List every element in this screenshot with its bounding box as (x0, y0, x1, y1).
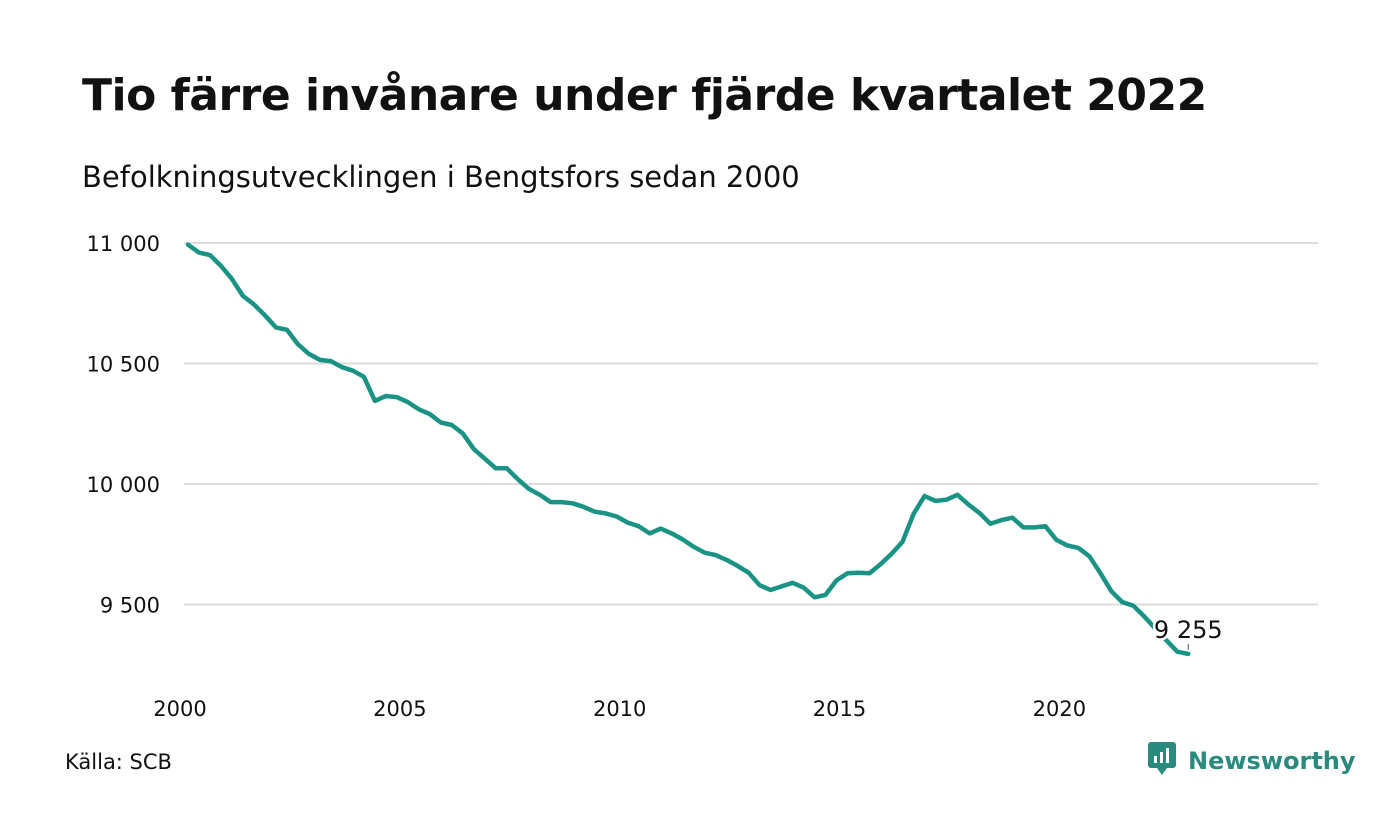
source-note: Källa: SCB (65, 750, 172, 774)
x-tick-label: 2000 (153, 697, 206, 721)
y-tick-label: 11 000 (87, 232, 160, 256)
y-tick-label: 10 500 (87, 353, 160, 377)
chart-title: Tio färre invånare under fjärde kvartale… (82, 70, 1207, 121)
x-tick-label: 2020 (1033, 697, 1086, 721)
newsworthy-logo-icon (1148, 742, 1178, 780)
series-line (185, 242, 1191, 657)
x-tick-label: 2010 (593, 697, 646, 721)
y-tick-label: 9 500 (100, 594, 160, 618)
brand-name: Newsworthy (1188, 747, 1356, 775)
end-value-label: 9 255 (1154, 616, 1223, 644)
chart-subtitle: Befolkningsutvecklingen i Bengtsfors sed… (82, 160, 800, 194)
brand-logo[interactable]: Newsworthy (1148, 742, 1356, 780)
y-tick-label: 10 000 (87, 473, 160, 497)
x-tick-label: 2015 (813, 697, 866, 721)
x-tick-label: 2005 (373, 697, 426, 721)
